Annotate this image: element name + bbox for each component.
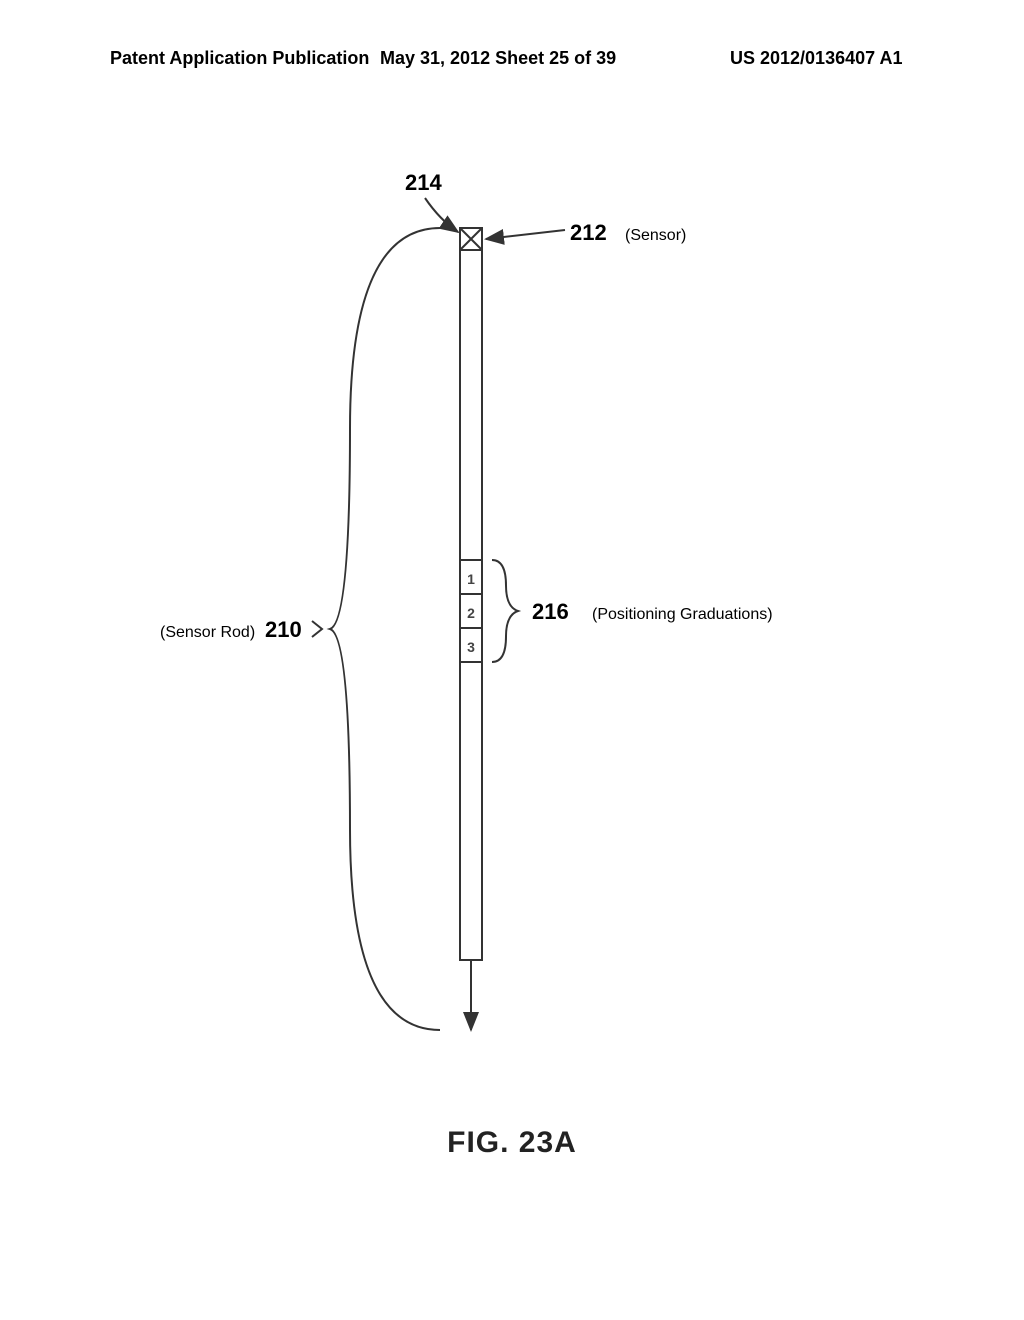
sensor-box bbox=[460, 228, 482, 250]
graduation-number: 1 bbox=[467, 571, 475, 587]
leader-214 bbox=[425, 198, 458, 232]
leader-212 bbox=[486, 230, 565, 239]
ref-216-paren: (Positioning Graduations) bbox=[592, 606, 773, 623]
ref-216: 216 bbox=[532, 599, 569, 624]
ref-212: 212 bbox=[570, 220, 607, 245]
graduation-number: 2 bbox=[467, 605, 475, 621]
ref-214: 214 bbox=[405, 170, 442, 195]
ref-212-paren: (Sensor) bbox=[625, 227, 686, 244]
figure-label: FIG. 23A bbox=[0, 1126, 1024, 1160]
brace-210 bbox=[330, 228, 440, 1030]
ref-210: 210 bbox=[265, 617, 302, 642]
brace-216 bbox=[492, 560, 518, 662]
figure-svg: 1 2 3 214 212 (Sensor) 216 (Positioning Gr… bbox=[0, 0, 1024, 1320]
graduation-number: 3 bbox=[467, 639, 475, 655]
ref-210-paren: (Sensor Rod) bbox=[160, 624, 255, 641]
